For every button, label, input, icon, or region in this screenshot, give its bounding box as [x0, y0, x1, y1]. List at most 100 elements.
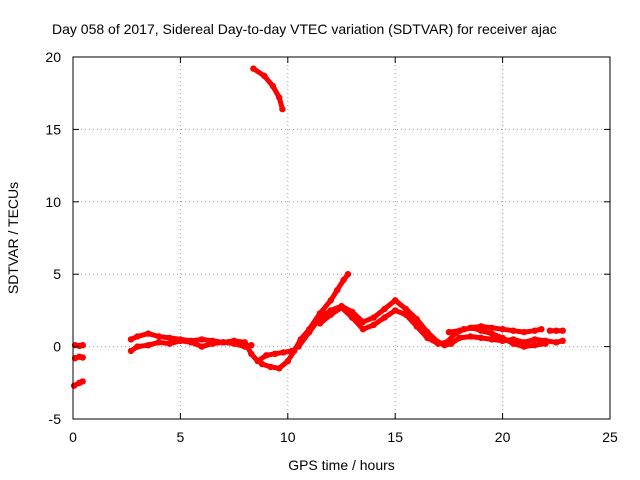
plot-frame — [72, 56, 611, 420]
data-point — [520, 343, 528, 350]
data-point — [488, 336, 496, 343]
series-arc-3 — [250, 66, 285, 112]
data-point — [488, 324, 496, 331]
data-point — [248, 342, 255, 349]
data-point — [306, 328, 313, 336]
data-point — [155, 339, 163, 346]
data-point — [456, 327, 463, 334]
data-point — [271, 350, 279, 357]
data-point — [559, 327, 566, 334]
data-point — [370, 321, 377, 329]
data-point — [291, 347, 298, 355]
data-point — [413, 315, 420, 323]
data-point — [531, 327, 538, 334]
data-point — [445, 328, 453, 336]
data-point — [250, 65, 257, 72]
x-tick-label: 10 — [280, 429, 296, 445]
data-point — [477, 323, 485, 330]
data-point — [127, 347, 135, 355]
chart-title: Day 058 of 2017, Sidereal Day-to-day VTE… — [52, 21, 557, 37]
x-tick-label: 0 — [69, 429, 77, 445]
data-point — [381, 314, 388, 321]
data-point — [477, 334, 485, 342]
series-arc-7 — [446, 323, 544, 335]
data-point — [269, 82, 276, 90]
data-point — [284, 357, 291, 365]
data-point — [344, 271, 352, 278]
data-point — [559, 337, 566, 344]
data-point — [316, 320, 324, 327]
data-point — [279, 105, 286, 113]
x-tick-label: 5 — [177, 429, 185, 445]
x-axis-label: GPS time / hours — [288, 457, 395, 473]
data-point — [79, 378, 86, 385]
data-point — [477, 327, 485, 334]
data-point — [340, 276, 347, 284]
data-point — [553, 327, 560, 334]
data-point — [546, 327, 554, 334]
data-point — [267, 363, 274, 371]
data-point — [424, 334, 431, 342]
data-point — [392, 297, 399, 304]
data-point — [145, 342, 152, 349]
data-point — [359, 326, 367, 333]
axis-ticks: 0 5 10 15 20 25 -5 0 5 10 15 20 — [45, 49, 618, 445]
data-point — [413, 323, 420, 330]
data-point — [531, 342, 538, 349]
data-point — [276, 365, 283, 372]
data-point — [338, 304, 345, 311]
data-point — [520, 328, 528, 336]
data-point — [538, 326, 545, 333]
data-point — [127, 336, 135, 343]
x-tick-label: 20 — [495, 429, 511, 445]
data-point — [392, 307, 399, 314]
data-point — [435, 340, 442, 347]
x-tick-label: 25 — [602, 429, 618, 445]
x-tick-label: 15 — [387, 429, 403, 445]
y-tick-label: 20 — [45, 49, 61, 65]
data-point — [359, 318, 367, 326]
data-point — [209, 340, 216, 347]
data-point — [467, 324, 474, 331]
y-axis-label: SDTVAR / TECUs — [5, 182, 21, 294]
data-point — [334, 286, 341, 294]
data-point — [230, 340, 238, 347]
data-point — [510, 327, 517, 334]
data-point — [327, 311, 334, 318]
data-point — [134, 333, 141, 340]
data-point — [258, 360, 266, 368]
data-point — [187, 339, 195, 346]
data-point — [381, 305, 388, 313]
data-point — [402, 311, 410, 318]
data-point — [349, 314, 356, 321]
data-point — [198, 336, 206, 343]
data-point — [456, 334, 463, 342]
data-point — [488, 330, 496, 337]
data-point — [261, 72, 268, 80]
y-tick-label: 10 — [45, 194, 61, 210]
data-point — [79, 342, 86, 349]
y-tick-label: -5 — [49, 411, 62, 427]
data-point — [263, 352, 270, 359]
grid — [73, 57, 610, 419]
data-point — [467, 333, 474, 340]
data-point — [370, 314, 377, 321]
data-point — [198, 343, 206, 350]
data-point — [327, 297, 334, 304]
data-point — [276, 94, 283, 101]
data-point — [443, 339, 450, 346]
data-point — [166, 340, 173, 347]
data-point — [241, 343, 248, 350]
data-point — [134, 343, 141, 350]
data-point — [499, 326, 506, 333]
data-series — [70, 65, 566, 389]
data-point — [220, 339, 227, 346]
y-tick-label: 15 — [45, 121, 61, 137]
data-point — [402, 305, 410, 313]
data-point — [531, 336, 538, 343]
data-point — [542, 340, 549, 347]
data-point — [280, 349, 287, 356]
data-point — [145, 330, 152, 337]
data-point — [166, 334, 173, 342]
